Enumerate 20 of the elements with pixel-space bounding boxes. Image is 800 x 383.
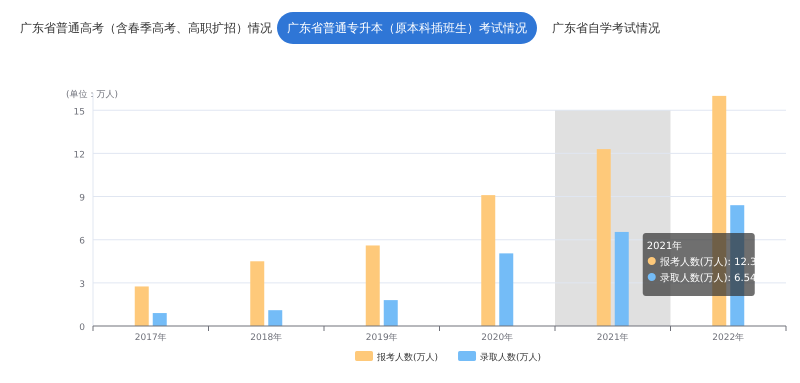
x-tick-label: 2018年: [250, 332, 282, 343]
annotation: 2021年: [646, 240, 682, 252]
tabs: 广东省普通高考（含春季高考、高职扩招）情况 广东省普通专升本（原本科插班生）考试情况 广东省自学考试情况: [20, 12, 660, 44]
y-tick-label: 0: [79, 323, 86, 333]
y-tick-label: 12: [74, 150, 85, 160]
legend-label: 报考人数(万人): [376, 352, 438, 363]
legend-label: 录取人数(万人): [480, 352, 542, 363]
x-tick-label: 2022年: [712, 332, 744, 343]
tooltip: 2021年 报考人数(万人): 12.3 录取人数(万人): 6.54: [642, 233, 756, 296]
x-tick-label: 2021年: [596, 332, 629, 343]
x-tick-label: 2020年: [481, 332, 514, 343]
y-axis-title: (单位：万人): [66, 89, 118, 100]
annotation: 录取人数(万人): 6.54: [660, 273, 756, 284]
annotation: 报考人数(万人): 12.3: [658, 256, 756, 268]
y-tick-label: 15: [74, 107, 85, 118]
x-tick-label: 2019年: [366, 332, 398, 343]
y-tick-label: 6: [79, 236, 86, 247]
x-tick-label: 2017年: [134, 332, 167, 343]
y-tick-label: 9: [79, 194, 86, 204]
y-tick-label: 3: [79, 280, 85, 290]
